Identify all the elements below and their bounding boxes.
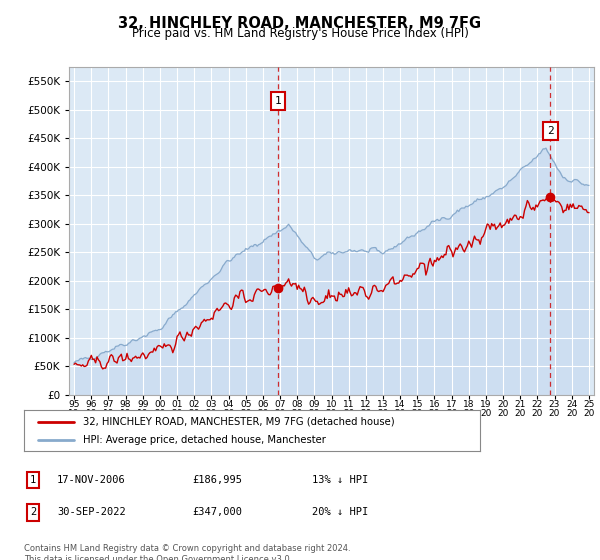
Text: 1: 1 (30, 475, 36, 485)
Text: Price paid vs. HM Land Registry's House Price Index (HPI): Price paid vs. HM Land Registry's House … (131, 27, 469, 40)
Text: 2: 2 (30, 507, 36, 517)
Text: £347,000: £347,000 (192, 507, 242, 517)
Text: 13% ↓ HPI: 13% ↓ HPI (312, 475, 368, 485)
Text: 2: 2 (547, 126, 554, 136)
Text: 32, HINCHLEY ROAD, MANCHESTER, M9 7FG (detached house): 32, HINCHLEY ROAD, MANCHESTER, M9 7FG (d… (83, 417, 395, 427)
Text: Contains HM Land Registry data © Crown copyright and database right 2024.
This d: Contains HM Land Registry data © Crown c… (24, 544, 350, 560)
Text: 32, HINCHLEY ROAD, MANCHESTER, M9 7FG: 32, HINCHLEY ROAD, MANCHESTER, M9 7FG (118, 16, 482, 31)
Text: HPI: Average price, detached house, Manchester: HPI: Average price, detached house, Manc… (83, 435, 326, 445)
Text: 1: 1 (275, 96, 281, 106)
Text: 20% ↓ HPI: 20% ↓ HPI (312, 507, 368, 517)
Text: £186,995: £186,995 (192, 475, 242, 485)
Text: 17-NOV-2006: 17-NOV-2006 (57, 475, 126, 485)
Text: 30-SEP-2022: 30-SEP-2022 (57, 507, 126, 517)
